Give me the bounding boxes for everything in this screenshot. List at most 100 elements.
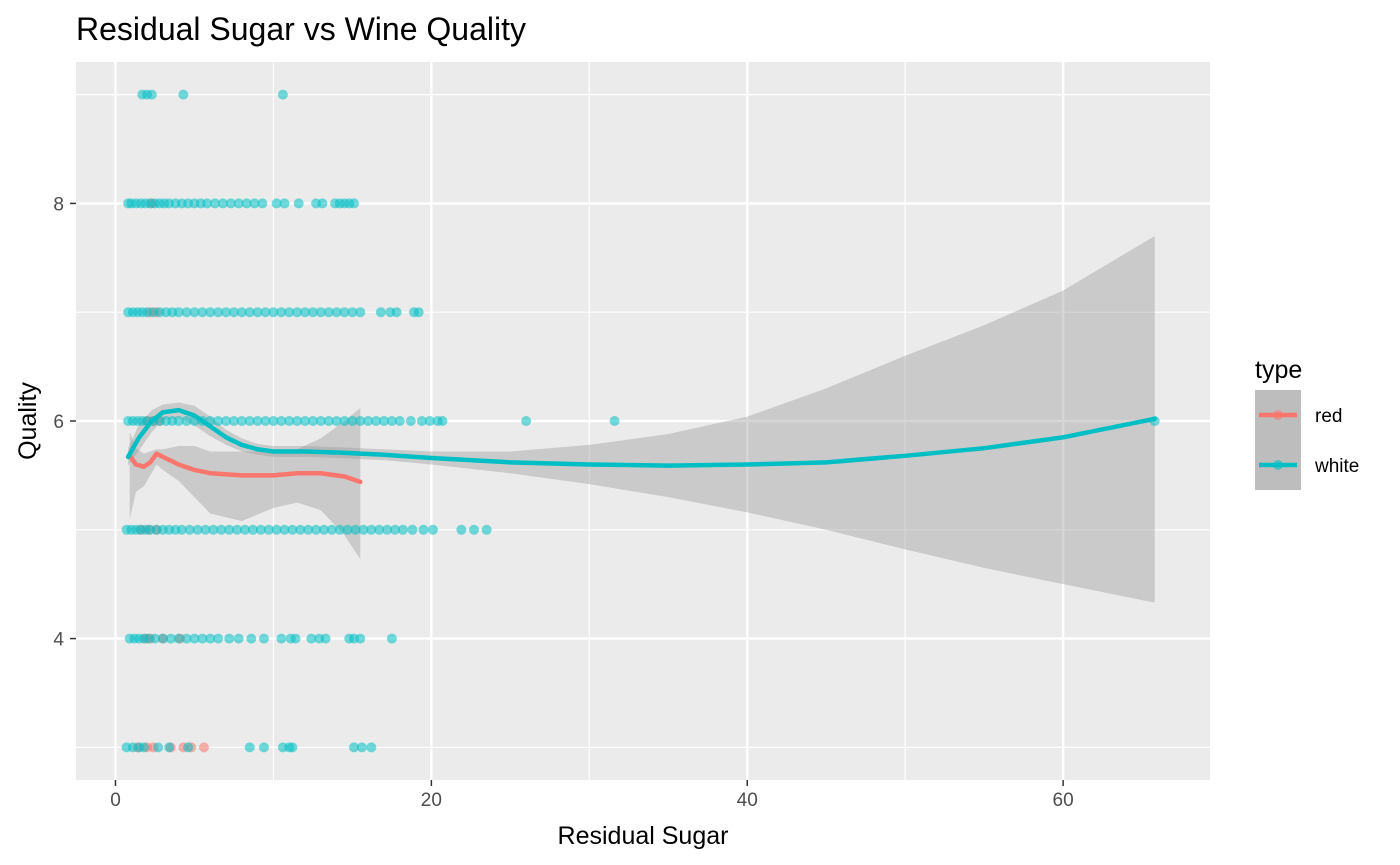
point-white	[347, 416, 358, 426]
point-white	[224, 633, 235, 644]
point-white	[197, 633, 208, 644]
point-white	[366, 524, 377, 535]
point-white	[390, 524, 401, 535]
point-white	[382, 524, 393, 535]
point-white	[334, 524, 345, 535]
point-white	[173, 416, 184, 426]
point-white	[184, 524, 195, 535]
point-white	[217, 198, 228, 209]
point-white	[287, 742, 298, 753]
point-white	[260, 307, 271, 318]
point-white	[469, 524, 480, 535]
point-white	[397, 524, 408, 535]
point-white	[236, 307, 247, 318]
point-white	[374, 524, 385, 535]
point-white	[232, 524, 243, 535]
point-white	[407, 524, 418, 535]
point-white	[378, 416, 389, 426]
point-white	[284, 307, 295, 318]
point-white	[197, 307, 208, 318]
point-white	[176, 524, 187, 535]
point-white	[386, 633, 397, 644]
point-white	[241, 198, 252, 209]
point-white	[350, 524, 361, 535]
point-white	[236, 416, 247, 426]
point-white	[331, 307, 342, 318]
point-white	[521, 416, 532, 426]
point-white	[271, 198, 282, 209]
point-white	[268, 416, 279, 426]
point-white	[347, 307, 358, 318]
confidence-band-red	[129, 407, 361, 560]
point-white	[149, 633, 160, 644]
point-white	[263, 524, 274, 535]
point-white	[326, 524, 337, 535]
point-white	[181, 416, 192, 426]
point-white	[246, 633, 257, 644]
point-white	[221, 416, 232, 426]
point-white	[284, 416, 295, 426]
point-white	[228, 416, 239, 426]
point-white	[249, 198, 260, 209]
point-white	[355, 307, 366, 318]
point-white	[456, 524, 467, 535]
point-white	[244, 742, 255, 753]
point-white	[311, 524, 322, 535]
point-white	[183, 742, 194, 753]
point-white	[287, 524, 298, 535]
point-white	[481, 524, 492, 535]
point-white	[437, 416, 448, 426]
point-white	[228, 307, 239, 318]
point-white	[258, 633, 269, 644]
point-white	[339, 307, 350, 318]
point-white	[202, 198, 213, 209]
point-white	[257, 198, 268, 209]
point-white	[277, 89, 288, 100]
point-white	[355, 416, 366, 426]
point-white	[348, 198, 359, 209]
point-white	[356, 742, 367, 753]
point-white	[293, 198, 304, 209]
point-white	[307, 416, 318, 426]
point-white	[279, 524, 290, 535]
point-white	[244, 307, 255, 318]
x-tick-label: 40	[737, 790, 758, 811]
point-white	[138, 742, 149, 753]
point-white	[157, 633, 168, 644]
y-axis-title: Quality	[14, 382, 42, 460]
point-white	[252, 307, 263, 318]
point-white	[292, 307, 303, 318]
point-white	[260, 416, 271, 426]
point-white	[200, 524, 211, 535]
point-white	[375, 307, 386, 318]
point-white	[192, 524, 203, 535]
confidence-band-white	[128, 236, 1155, 603]
point-white	[244, 416, 255, 426]
x-tick-label: 0	[110, 790, 121, 811]
point-white	[252, 416, 263, 426]
point-white	[391, 307, 402, 318]
x-tick-label: 60	[1053, 790, 1074, 811]
point-white	[276, 307, 287, 318]
smooth-line-red	[127, 451, 363, 485]
point-white	[279, 198, 290, 209]
point-white	[317, 198, 328, 209]
point-white	[300, 416, 311, 426]
point-white	[255, 524, 266, 535]
point-red	[198, 742, 209, 753]
point-white	[233, 633, 244, 644]
point-white	[355, 633, 366, 644]
point-white	[307, 307, 318, 318]
point-white	[342, 524, 353, 535]
y-axis: 4 6 8	[53, 194, 76, 651]
point-white	[181, 307, 192, 318]
legend-label-red: red	[1315, 406, 1342, 427]
smooth-line-white	[125, 407, 1157, 468]
point-white	[233, 198, 244, 209]
point-white	[239, 524, 250, 535]
y-tick-label: 8	[53, 194, 64, 215]
y-tick-label: 4	[53, 630, 64, 651]
point-white	[221, 307, 232, 318]
point-white	[146, 89, 157, 100]
